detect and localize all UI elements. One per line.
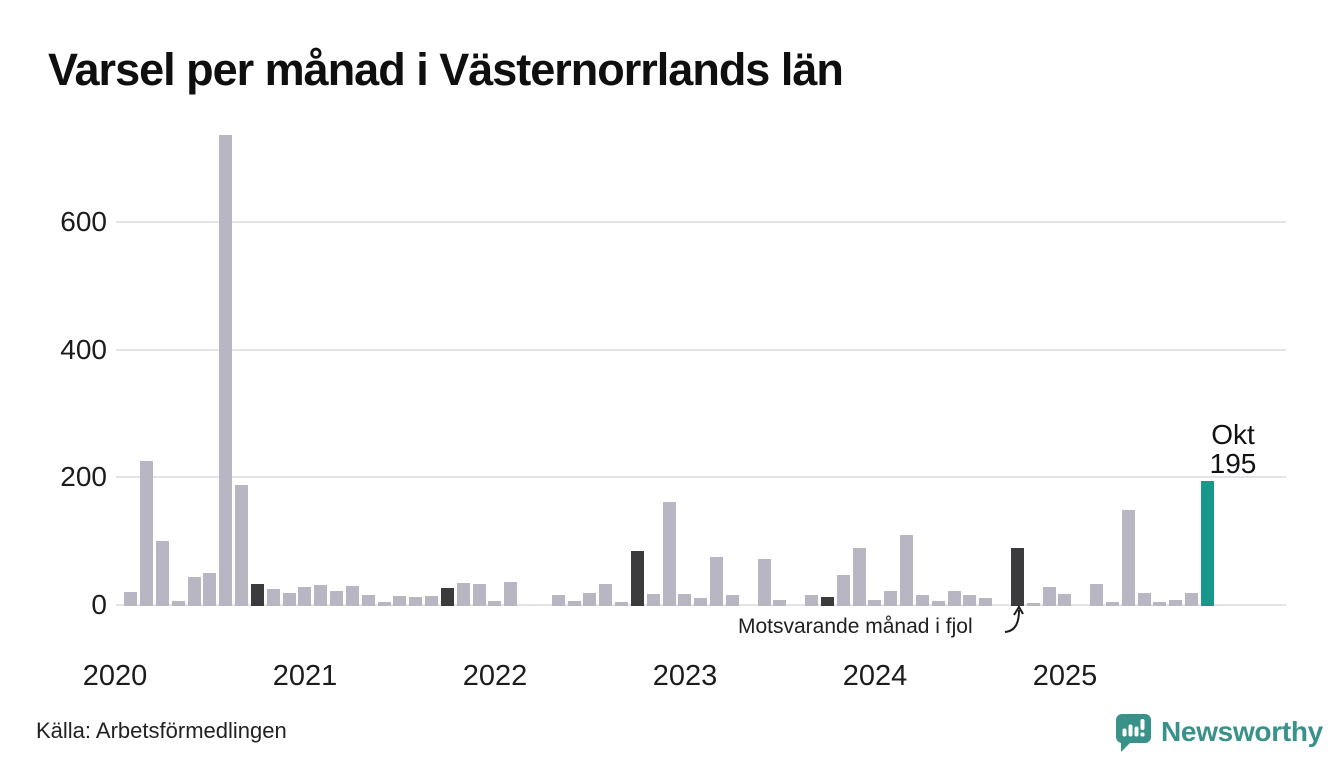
bar-2024-11 [1026, 602, 1040, 606]
bar-2021-03 [330, 590, 344, 606]
newsworthy-logo-text: Newsworthy [1161, 716, 1323, 747]
bar-2024-10 [1010, 547, 1024, 606]
annotation-arrow-icon [1004, 605, 1024, 633]
bar-2025-05 [1121, 509, 1135, 606]
bar-2024-05 [931, 600, 945, 606]
bar-2021-06 [377, 602, 391, 606]
gridline-200 [116, 476, 1286, 479]
bar-2022-06 [567, 600, 581, 606]
bar-2023-01 [678, 593, 692, 606]
bar-2022-12 [662, 501, 676, 606]
bar-2020-07 [203, 573, 217, 606]
bar-2020-05 [171, 600, 185, 606]
bar-2023-04 [725, 595, 739, 606]
bar-2025-01 [1058, 593, 1072, 606]
y-axis-tick-label: 600 [60, 205, 107, 237]
bar-2025-09 [1185, 592, 1199, 606]
bar-2022-07 [583, 593, 597, 606]
bar-2023-06 [757, 559, 771, 606]
bar-2023-03 [710, 557, 724, 606]
bar-2020-09 [235, 484, 249, 606]
bar-2023-11 [836, 575, 850, 606]
bar-2024-02 [884, 591, 898, 606]
bar-2022-01 [488, 600, 502, 606]
bar-2022-02 [504, 581, 518, 606]
bar-2024-01 [868, 600, 882, 606]
x-axis-year-label-2023: 2023 [652, 660, 718, 692]
x-axis-year-label-2020: 2020 [82, 660, 148, 692]
bar-2022-10 [630, 551, 644, 606]
current-month-name: Okt [1211, 419, 1255, 450]
bar-2021-09 [425, 595, 439, 606]
bar-2021-12 [472, 583, 486, 606]
y-axis-tick-label: 400 [60, 333, 107, 365]
bar-2024-07 [963, 594, 977, 606]
bar-2025-08 [1169, 599, 1183, 606]
newsworthy-logo-icon [1115, 714, 1151, 752]
current-month-value: 195 [1209, 448, 1257, 479]
bar-2024-06 [947, 591, 961, 606]
bar-2021-05 [361, 595, 375, 606]
newsworthy-logo: Newsworthy [1113, 711, 1323, 753]
bar-2020-08 [219, 135, 233, 606]
x-axis-year-label-2022: 2022 [462, 660, 528, 692]
bar-2021-07 [393, 596, 407, 606]
bar-2020-11 [266, 588, 280, 606]
bar-2025-06 [1137, 593, 1151, 606]
bar-2023-10 [820, 597, 834, 606]
source-label: Källa: Arbetsförmedlingen [36, 718, 287, 743]
bar-2021-04 [345, 586, 359, 606]
bar-2024-08 [979, 597, 993, 606]
gridline-400 [116, 348, 1286, 351]
bar-2021-11 [456, 583, 470, 606]
current-month-label: Okt 195 [1202, 420, 1264, 478]
bar-2025-07 [1153, 602, 1167, 606]
bar-2021-02 [314, 584, 328, 606]
bar-2023-02 [694, 598, 708, 606]
bar-2021-01 [298, 586, 312, 606]
bar-2020-03 [140, 461, 154, 606]
bar-2021-08 [409, 597, 423, 606]
bar-2020-04 [155, 540, 169, 606]
bar-2024-04 [915, 594, 929, 606]
bar-2020-06 [187, 576, 201, 606]
bar-2020-10 [250, 583, 264, 606]
bar-2022-09 [615, 602, 629, 606]
bar-2020-12 [282, 592, 296, 606]
bar-2024-03 [900, 535, 914, 606]
bar-2023-12 [852, 547, 866, 606]
x-axis-year-label-2024: 2024 [842, 660, 908, 692]
bar-2020-02 [124, 591, 138, 606]
y-axis-tick-label: 200 [60, 461, 107, 493]
bar-2022-08 [599, 583, 613, 606]
bar-2023-07 [773, 599, 787, 606]
x-axis-year-label-2025: 2025 [1032, 660, 1098, 692]
bar-2025-03 [1090, 584, 1104, 606]
bar-2024-12 [1042, 586, 1056, 606]
bar-2025-04 [1105, 602, 1119, 606]
y-axis-tick-label: 0 [91, 589, 107, 620]
page-title: Varsel per månad i Västernorrlands län [48, 44, 844, 95]
bar-2022-11 [646, 593, 660, 606]
bar-2025-10 [1200, 481, 1214, 606]
x-axis-year-label-2021: 2021 [272, 660, 338, 692]
annotation-label: Motsvarande månad i fjol [738, 615, 973, 638]
bar-2021-10 [440, 588, 454, 606]
gridline-600 [116, 220, 1286, 223]
bar-2022-05 [551, 595, 565, 606]
bar-2023-09 [805, 595, 819, 606]
